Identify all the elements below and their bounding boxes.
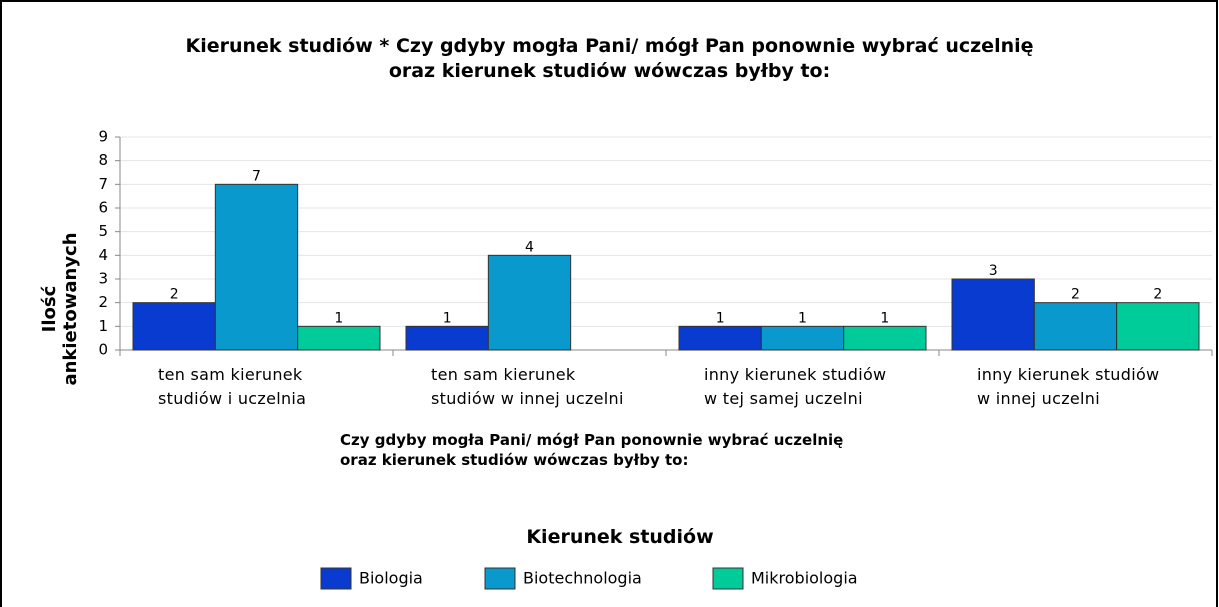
legend-title: Kierunek studiów xyxy=(526,526,714,548)
y-tick-label: 3 xyxy=(98,270,108,288)
data-label: 7 xyxy=(252,168,261,184)
x-tick-label: ten sam kierunek studiów w innej uczelni xyxy=(431,365,624,408)
y-tick-label: 2 xyxy=(98,293,108,311)
bar xyxy=(760,325,845,351)
data-label: 2 xyxy=(1153,287,1162,303)
bar xyxy=(405,325,489,351)
y-tick-label: 0 xyxy=(98,341,108,359)
bar xyxy=(951,278,1035,351)
y-tick-label: 1 xyxy=(98,317,108,335)
x-tick-label: inny kierunek studiów w tej samej uczeln… xyxy=(704,365,887,408)
y-tick-label: 4 xyxy=(98,246,108,264)
x-tick-label: ten sam kierunek studiów i uczelnia xyxy=(158,365,307,408)
legend-swatch xyxy=(320,567,352,590)
x-axis-title: Czy gdyby mogła Pani/ mógł Pan ponownie … xyxy=(340,431,844,469)
x-tick-label: inny kierunek studiów w innej uczelni xyxy=(977,365,1160,408)
y-tick-label: 7 xyxy=(98,175,108,193)
bar xyxy=(487,254,572,351)
bar xyxy=(678,325,762,351)
data-label: 3 xyxy=(989,263,998,279)
bar xyxy=(132,302,216,351)
data-label: 1 xyxy=(798,310,807,326)
data-label: 1 xyxy=(334,310,343,326)
y-tick-label: 9 xyxy=(98,128,108,146)
y-tick-label: 5 xyxy=(98,222,108,240)
data-label: 1 xyxy=(880,310,889,326)
y-axis-title: Ilość ankietowanych xyxy=(39,232,81,386)
data-label: 2 xyxy=(170,287,179,303)
bar xyxy=(214,183,299,351)
legend-label: Biotechnologia xyxy=(523,569,642,588)
data-label: 4 xyxy=(525,239,534,255)
y-tick-label: 8 xyxy=(98,151,108,169)
bar xyxy=(1116,302,1200,351)
bar xyxy=(843,325,927,351)
data-label: 1 xyxy=(443,310,452,326)
data-label: 1 xyxy=(716,310,725,326)
y-tick-label: 6 xyxy=(98,199,108,217)
bar xyxy=(1033,302,1118,351)
data-label: 2 xyxy=(1071,287,1080,303)
legend-label: Biologia xyxy=(359,569,423,588)
legend-swatch xyxy=(712,567,744,590)
chart-title: Kierunek studiów * Czy gdyby mogła Pani/… xyxy=(185,35,1034,82)
legend-swatch xyxy=(484,567,516,590)
legend-label: Mikrobiologia xyxy=(751,569,858,588)
bar xyxy=(297,325,381,351)
